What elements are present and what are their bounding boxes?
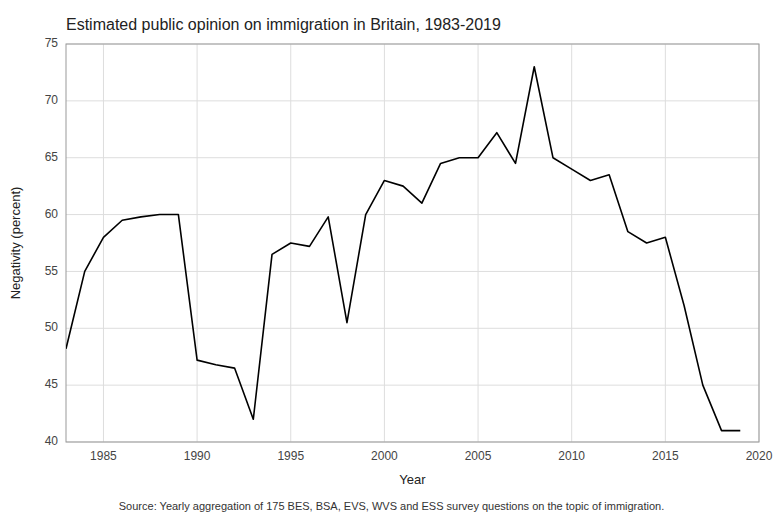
grid-line-x (665, 44, 666, 442)
grid (66, 44, 759, 442)
title: Estimated public opinion on immigration … (66, 16, 501, 33)
x-tick-label: 2020 (746, 449, 773, 463)
y-tick-label: 75 (45, 36, 59, 50)
y-tick-label: 55 (45, 264, 59, 278)
y-tick-label: 60 (45, 207, 59, 221)
x-tick-label: 1985 (90, 449, 117, 463)
x-tick-label: 1990 (184, 449, 211, 463)
data-line (66, 67, 740, 431)
caption: Source: Yearly aggregation of 175 BES, B… (119, 500, 664, 512)
y-tick-label: 50 (45, 320, 59, 334)
grid-line-x (384, 44, 385, 442)
chart: 40 45 50 55 60 65 70 75 1985 1990 1995 2000 2005 2010… (0, 0, 783, 522)
grid-line-y (66, 385, 759, 386)
y-tick-label: 65 (45, 150, 59, 164)
grid-line-y (66, 271, 759, 272)
x-axis-label: Year (399, 472, 426, 487)
ticks: 40 45 50 55 60 65 70 75 1985 1990 1995 2000 2005 2010… (45, 36, 773, 463)
y-tick-label: 70 (45, 93, 59, 107)
x-tick-label: 2015 (652, 449, 679, 463)
grid-line-y (66, 328, 759, 329)
x-tick-label: 2000 (371, 449, 398, 463)
y-tick-label: 45 (45, 377, 59, 391)
background (0, 0, 783, 522)
x-tick-label: 1995 (277, 449, 304, 463)
plot-frame (66, 44, 759, 442)
grid-line-y (66, 157, 759, 158)
grid-line-x (478, 44, 479, 442)
plot-area (66, 67, 740, 431)
y-axis-label: Negativity (percent) (8, 187, 23, 300)
y-tick-label: 40 (45, 434, 59, 448)
grid-line-x (103, 44, 104, 442)
grid-line-x (571, 44, 572, 442)
grid-line-y (66, 100, 759, 101)
x-tick-label: 2010 (558, 449, 585, 463)
x-tick-label: 2005 (465, 449, 492, 463)
grid-line-x (197, 44, 198, 442)
